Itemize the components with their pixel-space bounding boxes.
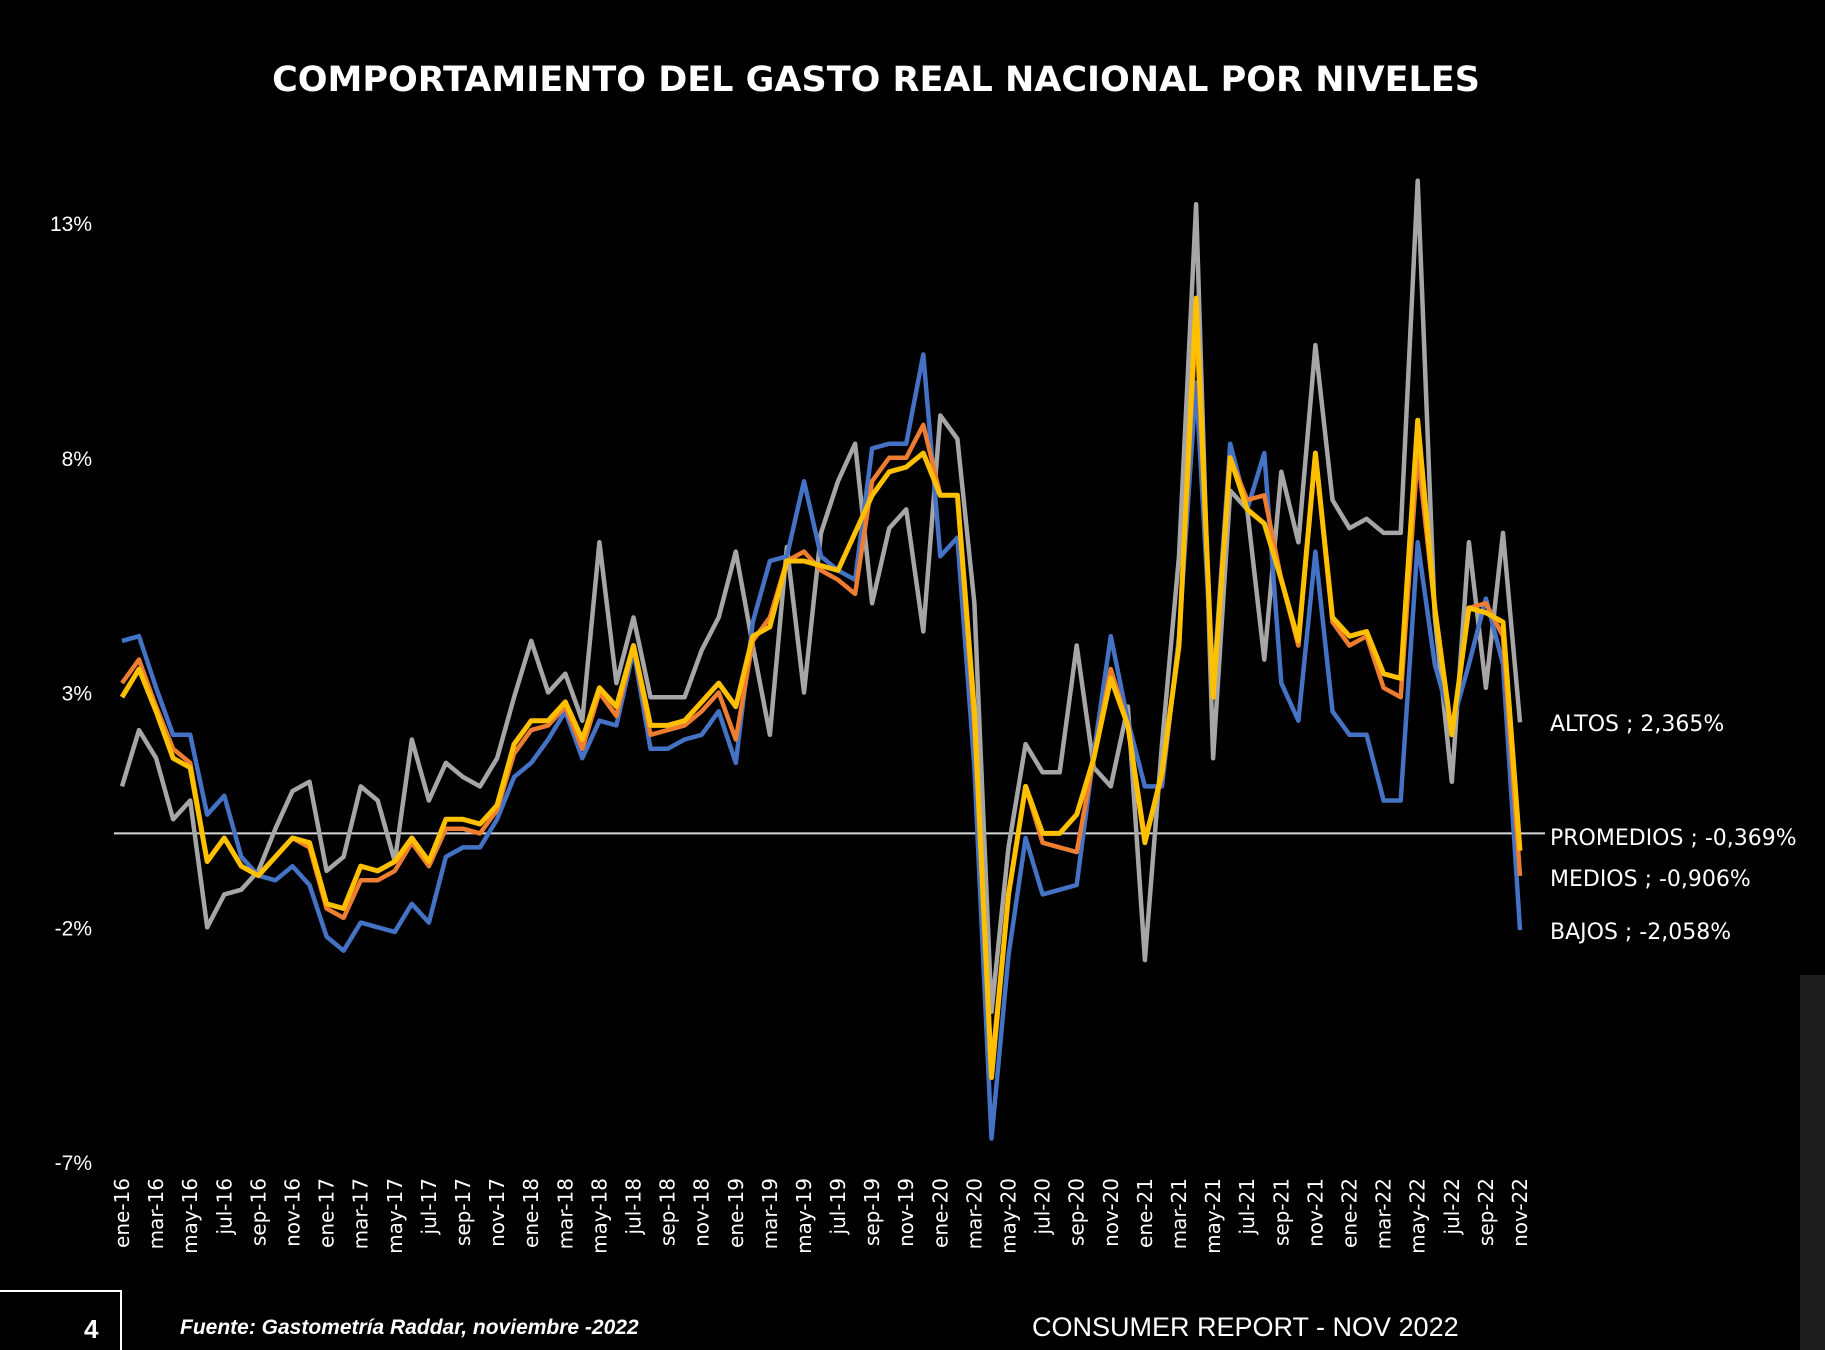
y-tick-label: 8%	[62, 448, 92, 471]
end-label-promedios: PROMEDIOS ; -0,369%	[1550, 826, 1797, 851]
x-tick-label: mar-22	[1372, 1178, 1396, 1249]
x-tick-label: sep-18	[656, 1178, 680, 1246]
x-tick-label: ene-21	[1133, 1178, 1157, 1248]
x-tick-label: jul-18	[621, 1178, 645, 1235]
x-tick-label: ene-20	[928, 1178, 952, 1248]
y-axis-ticks: 13% 8% 3% -2% -7%	[50, 213, 92, 1175]
x-tick-label: ene-19	[724, 1178, 748, 1248]
x-tick-label: jul-21	[1235, 1178, 1259, 1235]
y-tick-label: 3%	[62, 683, 92, 706]
x-tick-label: nov-21	[1303, 1178, 1327, 1247]
x-tick-label: jul-16	[212, 1178, 236, 1235]
series-line-altos	[119, 178, 1523, 1015]
x-tick-label: nov-19	[894, 1178, 918, 1247]
series-lines	[119, 178, 1523, 1141]
x-tick-label: ene-22	[1338, 1178, 1362, 1248]
x-tick-label: jul-19	[826, 1178, 850, 1235]
x-tick-label: mar-19	[758, 1178, 782, 1249]
x-tick-label: sep-16	[246, 1178, 270, 1246]
x-tick-label: sep-20	[1065, 1178, 1089, 1246]
y-tick-label: -2%	[55, 917, 92, 940]
x-tick-label: jul-22	[1440, 1178, 1464, 1235]
y-tick-label: -7%	[55, 1152, 92, 1175]
page-number-box	[0, 1290, 122, 1350]
x-tick-label: jul-20	[1031, 1178, 1055, 1235]
report-title: CONSUMER REPORT - NOV 2022	[1032, 1312, 1459, 1342]
x-tick-label: sep-22	[1474, 1178, 1498, 1246]
x-tick-label: mar-17	[349, 1178, 373, 1249]
end-label-bajos: BAJOS ; -2,058%	[1550, 920, 1731, 945]
x-tick-label: mar-20	[962, 1178, 986, 1249]
x-tick-label: sep-17	[451, 1178, 475, 1246]
x-tick-label: may-21	[1201, 1178, 1225, 1254]
y-tick-label: 13%	[50, 213, 92, 236]
x-tick-label: may-16	[178, 1178, 202, 1254]
x-tick-label: may-19	[792, 1178, 816, 1254]
end-label-medios: MEDIOS ; -0,906%	[1550, 867, 1751, 892]
x-tick-label: jul-17	[417, 1178, 441, 1235]
series-line-promedios	[119, 295, 1523, 1080]
chart-title: COMPORTAMIENTO DEL GASTO REAL NACIONAL P…	[272, 60, 1480, 100]
x-tick-label: nov-20	[1099, 1178, 1123, 1247]
x-tick-label: may-17	[383, 1178, 407, 1254]
end-label-altos: ALTOS ; 2,365%	[1550, 712, 1724, 737]
x-tick-label: sep-21	[1269, 1178, 1293, 1246]
x-tick-label: nov-16	[280, 1178, 304, 1247]
page-number: 4	[84, 1314, 99, 1344]
x-tick-label: mar-16	[144, 1178, 168, 1249]
x-tick-label: may-18	[587, 1178, 611, 1254]
x-tick-label: ene-18	[519, 1178, 543, 1248]
x-tick-label: may-22	[1406, 1178, 1430, 1254]
x-tick-label: mar-21	[1167, 1178, 1191, 1249]
source-note: Fuente: Gastometría Raddar, noviembre -2…	[180, 1316, 639, 1339]
x-tick-label: ene-16	[110, 1178, 134, 1248]
x-tick-label: mar-18	[553, 1178, 577, 1249]
x-tick-label: ene-17	[315, 1178, 339, 1248]
x-tick-label: may-20	[997, 1178, 1021, 1254]
series-end-labels: ALTOS ; 2,365% BAJOS ; -2,058% MEDIOS ; -0…	[1550, 712, 1797, 945]
series-line-bajos	[121, 352, 1523, 1141]
x-tick-label: sep-19	[860, 1178, 884, 1246]
x-tick-label: nov-22	[1508, 1178, 1532, 1247]
side-scrollbar-strip	[1800, 975, 1825, 1350]
x-tick-label: nov-18	[690, 1178, 714, 1247]
x-axis-ticks: ene-16 mar-16 may-16 jul-16 sep-16 nov-16 ene-…	[110, 1178, 1532, 1254]
x-tick-label: nov-17	[485, 1178, 509, 1247]
